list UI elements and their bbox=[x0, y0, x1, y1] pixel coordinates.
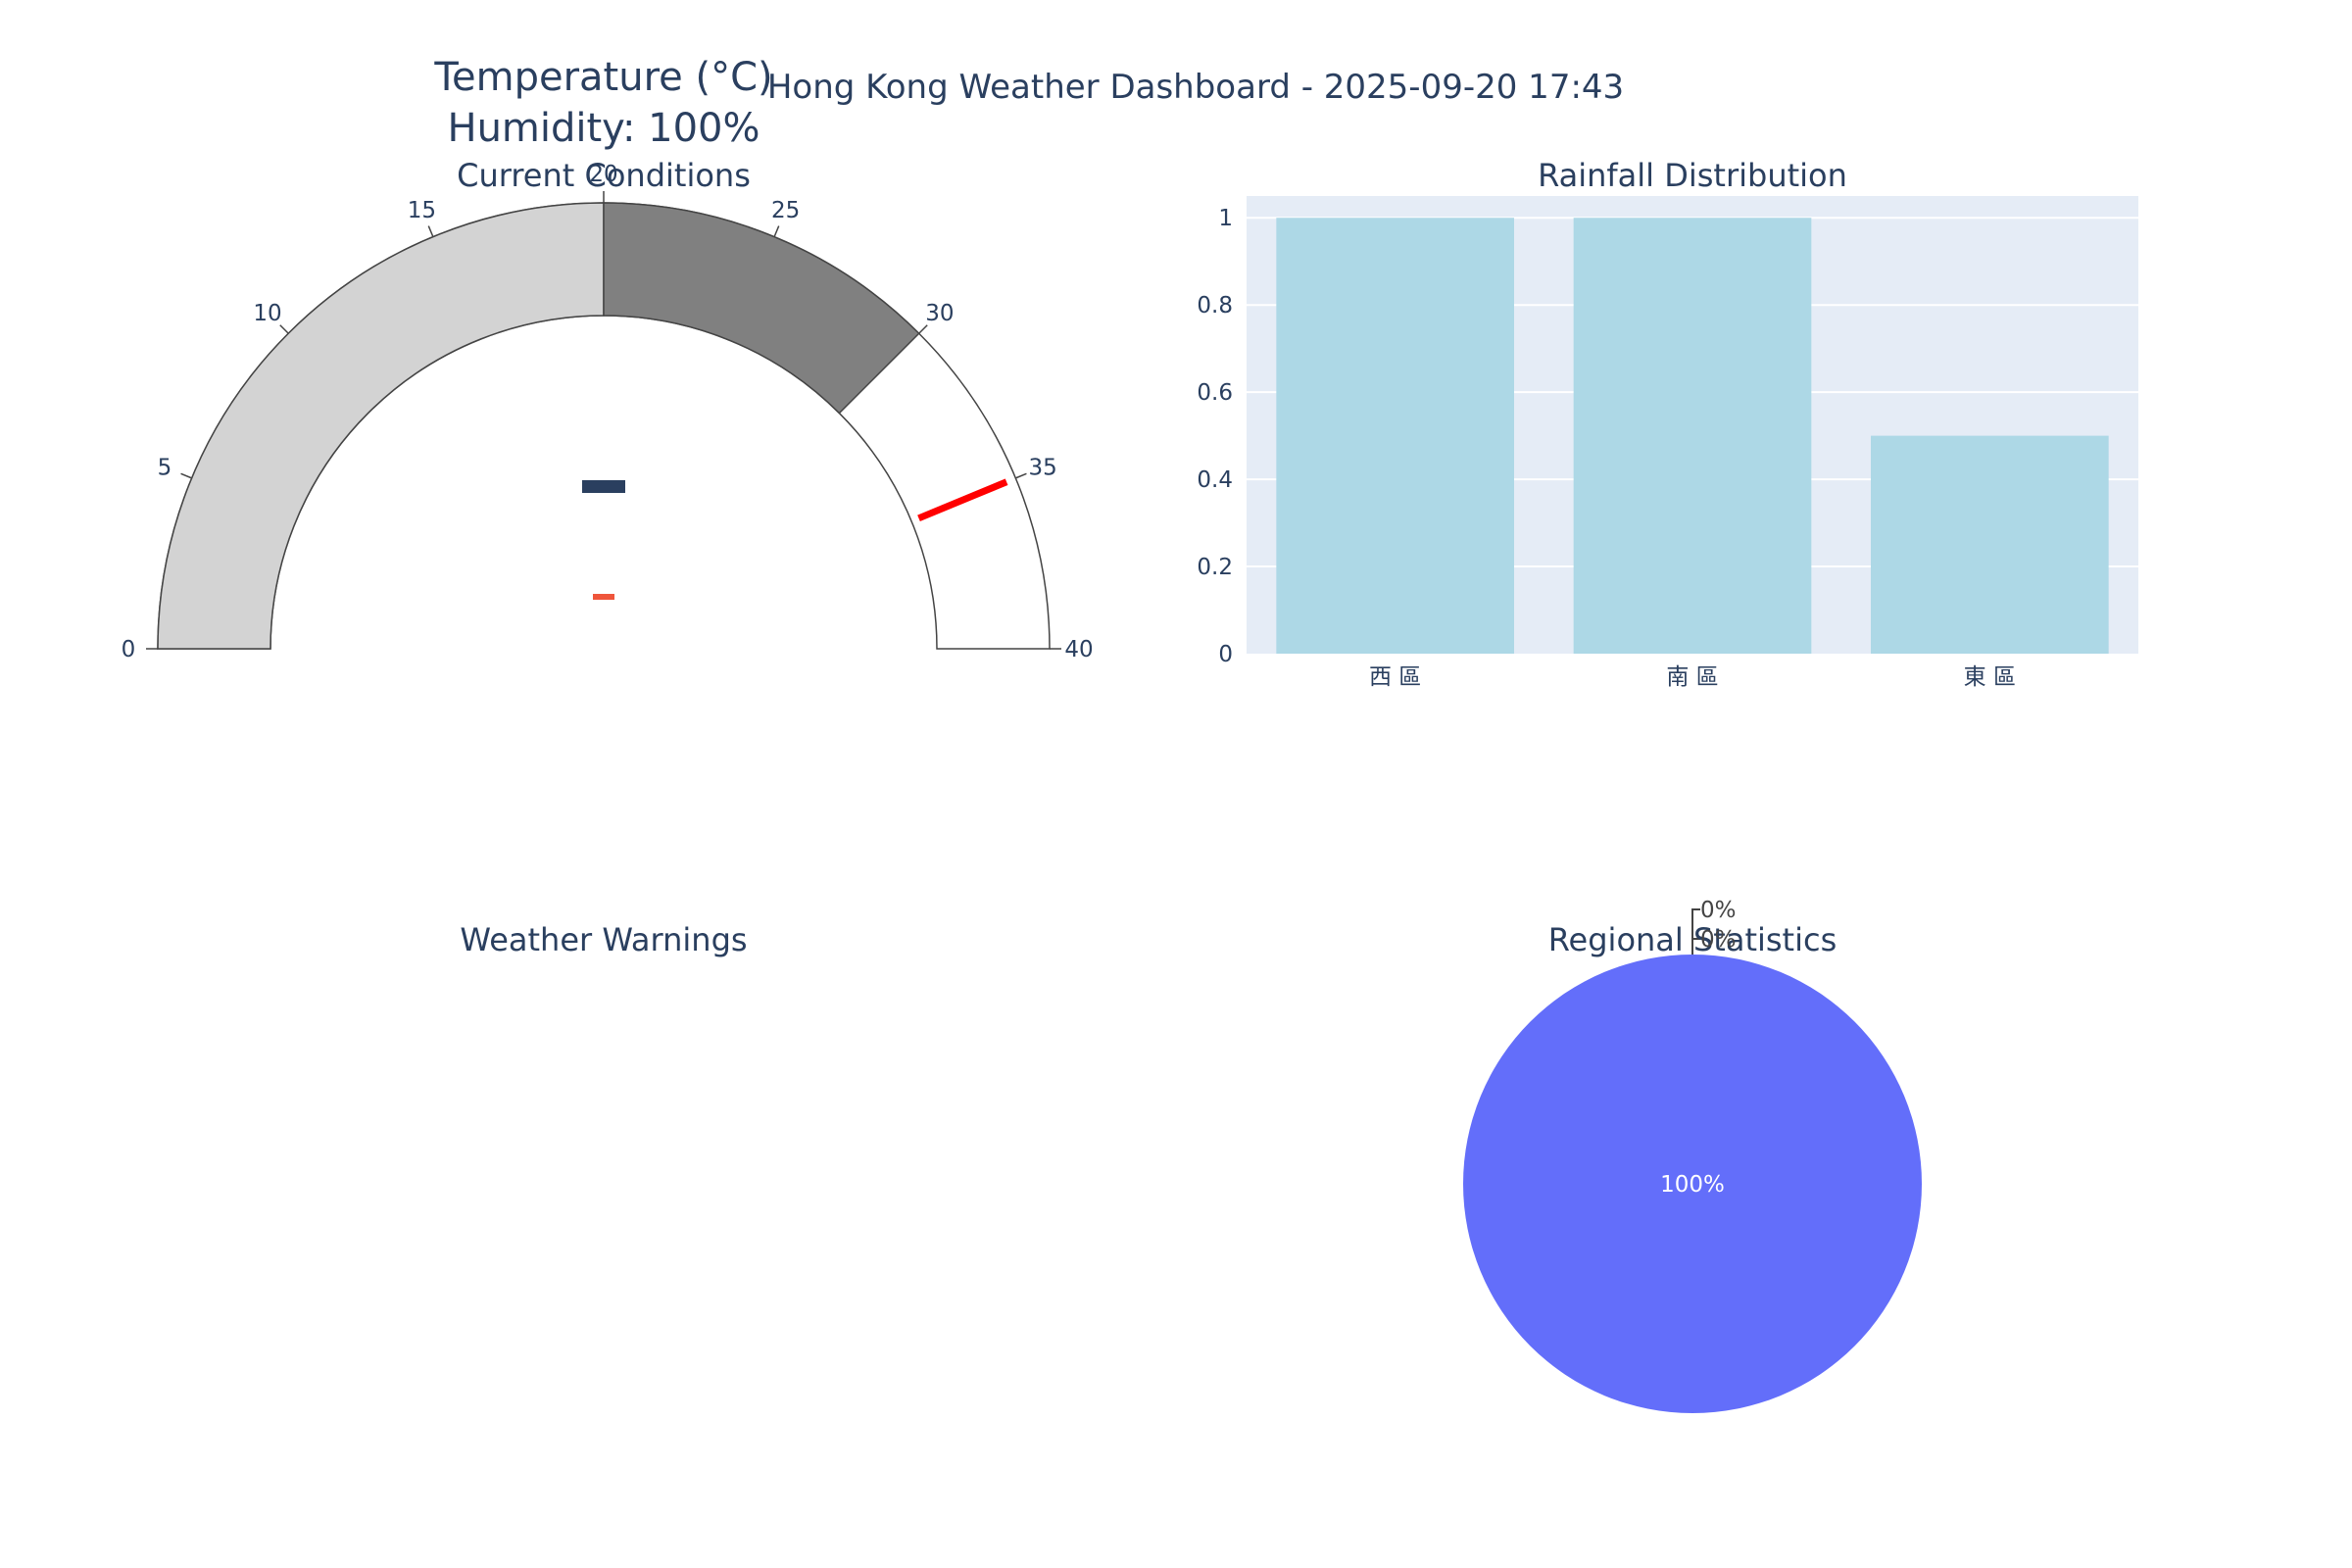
rainfall-y-tick-label: 1 bbox=[1218, 206, 1233, 231]
gauge-threshold-line bbox=[917, 478, 1008, 522]
gauge-title-line-1: Temperature (°C) bbox=[433, 55, 772, 100]
rainfall-x-tick-label: 南 區 bbox=[1666, 664, 1718, 690]
rainfall-distribution-title: Rainfall Distribution bbox=[1538, 157, 1847, 194]
gauge-tick-label: 5 bbox=[158, 455, 172, 480]
rainfall-y-tick-label: 0.8 bbox=[1197, 293, 1233, 318]
dashboard-title: Hong Kong Weather Dashboard - 2025-09-20… bbox=[767, 68, 1624, 107]
rainfall-x-tick-label: 東 區 bbox=[1964, 664, 2016, 690]
regional-pie bbox=[1463, 908, 1922, 1413]
pie-slice-main bbox=[1463, 955, 1922, 1413]
gauge-step-mid bbox=[603, 202, 920, 415]
pie-leader-line bbox=[1691, 938, 1700, 955]
rainfall-y-tick-label: 0.6 bbox=[1197, 380, 1233, 406]
rainfall-bar bbox=[1871, 435, 2109, 654]
rainfall-x-ticks: 西 區南 區東 區 bbox=[1369, 664, 2016, 690]
gauge-step-low bbox=[157, 202, 605, 650]
gauge-value-bar bbox=[582, 480, 625, 493]
gauge-tick-label: 30 bbox=[925, 301, 954, 326]
pie-label-outside: 0% bbox=[1700, 898, 1737, 923]
rainfall-bar bbox=[1573, 218, 1812, 654]
gauge-tick-label: 25 bbox=[771, 198, 800, 223]
gauge-title-line-2: Humidity: 100% bbox=[447, 106, 760, 151]
gauge-tick-label: 20 bbox=[589, 162, 617, 187]
temperature-gauge: 0 5 10 15 20 25 30 35 40 bbox=[122, 162, 1094, 662]
gauge-tick-mark bbox=[1015, 472, 1027, 479]
rainfall-y-ticks: 0 0.2 0.4 0.6 0.8 1 bbox=[1197, 206, 1233, 667]
pie-label-outside: 0% bbox=[1700, 927, 1737, 953]
rainfall-bar bbox=[1276, 218, 1514, 654]
gauge-tick-label: 40 bbox=[1064, 637, 1093, 662]
weather-warnings-title: Weather Warnings bbox=[460, 921, 747, 958]
gauge-tick-mark bbox=[773, 225, 780, 237]
gauge-tick-label: 0 bbox=[122, 637, 136, 662]
rainfall-x-tick-label: 西 區 bbox=[1369, 664, 1421, 690]
gauge-tick-label: 35 bbox=[1028, 455, 1056, 480]
rainfall-y-tick-label: 0.2 bbox=[1197, 555, 1233, 580]
current-conditions-title: Current Conditions bbox=[457, 157, 751, 194]
gauge-tick-label: 10 bbox=[253, 301, 281, 326]
regional-pie-labels: 100% 0% 0% bbox=[1660, 898, 1736, 1198]
gauge-delta-marker bbox=[593, 594, 614, 600]
rainfall-bars bbox=[1276, 218, 2109, 654]
gauge-tick-label: 15 bbox=[408, 198, 436, 223]
regional-statistics-title: Regional Statistics bbox=[1548, 921, 1838, 958]
gauge-tick-mark bbox=[427, 225, 434, 237]
gauge-tick-mark bbox=[918, 324, 928, 334]
rainfall-y-tick-label: 0 bbox=[1218, 642, 1233, 667]
rainfall-y-tick-label: 0.4 bbox=[1197, 467, 1233, 493]
gauge-tick-mark bbox=[180, 472, 192, 479]
pie-label-main: 100% bbox=[1660, 1172, 1725, 1198]
gauge-tick-mark bbox=[279, 324, 289, 334]
